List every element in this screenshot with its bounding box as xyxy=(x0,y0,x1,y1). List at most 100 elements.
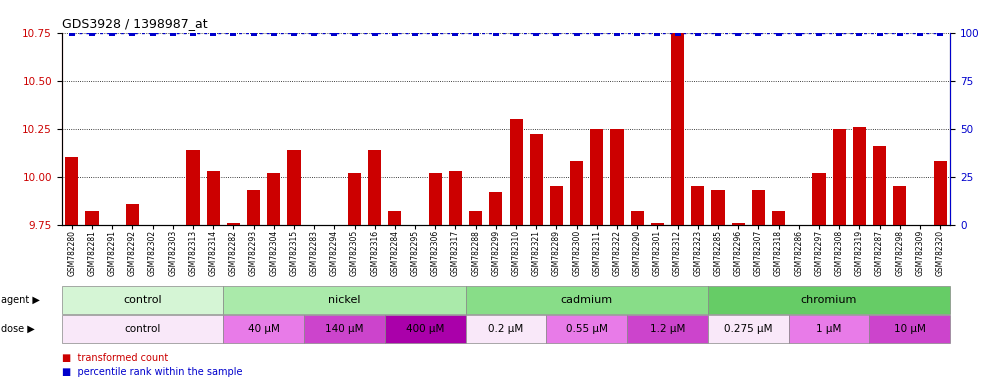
Bar xyxy=(570,161,584,225)
Point xyxy=(407,30,423,36)
Point xyxy=(649,30,665,36)
Bar xyxy=(711,190,724,225)
Bar xyxy=(428,173,442,225)
Point xyxy=(891,30,907,36)
Point xyxy=(306,30,322,36)
Text: 0.55 μM: 0.55 μM xyxy=(566,324,608,334)
Point xyxy=(852,30,868,36)
Point xyxy=(205,30,221,36)
Text: 40 μM: 40 μM xyxy=(248,324,280,334)
Point xyxy=(105,30,121,36)
Bar xyxy=(792,225,806,246)
Point xyxy=(468,30,484,36)
Bar xyxy=(833,129,846,225)
Point xyxy=(872,30,887,36)
Bar xyxy=(872,146,886,225)
Point xyxy=(831,30,847,36)
Bar xyxy=(550,186,563,225)
Text: control: control xyxy=(124,295,161,305)
Bar xyxy=(449,171,462,225)
Point xyxy=(387,30,403,36)
Point xyxy=(84,30,100,36)
Text: 1 μM: 1 μM xyxy=(817,324,842,334)
Bar xyxy=(125,204,139,225)
Bar xyxy=(206,171,220,225)
Text: 1.2 μM: 1.2 μM xyxy=(649,324,685,334)
Text: cadmium: cadmium xyxy=(561,295,613,305)
Point xyxy=(144,30,160,36)
Point xyxy=(932,30,948,36)
Text: 140 μM: 140 μM xyxy=(325,324,364,334)
Bar xyxy=(611,129,623,225)
Bar xyxy=(732,223,745,225)
Bar xyxy=(186,150,199,225)
Point xyxy=(286,30,302,36)
Point xyxy=(528,30,544,36)
Point xyxy=(730,30,746,36)
Point xyxy=(690,30,706,36)
Bar xyxy=(308,225,321,227)
Bar xyxy=(86,211,99,225)
Bar xyxy=(106,225,119,250)
Point xyxy=(347,30,363,36)
Bar xyxy=(489,192,502,225)
Point xyxy=(124,30,140,36)
Bar xyxy=(227,223,240,225)
Bar xyxy=(146,225,159,248)
Point xyxy=(609,30,625,36)
Text: control: control xyxy=(124,324,160,334)
Bar xyxy=(408,225,421,227)
Text: GDS3928 / 1398987_at: GDS3928 / 1398987_at xyxy=(62,17,207,30)
Point xyxy=(64,30,80,36)
Point xyxy=(246,30,262,36)
Bar xyxy=(933,161,946,225)
Bar xyxy=(66,157,79,225)
Point xyxy=(669,30,685,36)
Bar xyxy=(591,129,604,225)
Point xyxy=(811,30,827,36)
Bar xyxy=(530,134,543,225)
Point xyxy=(266,30,282,36)
Bar xyxy=(348,173,362,225)
Text: 400 μM: 400 μM xyxy=(406,324,444,334)
Bar xyxy=(328,225,341,250)
Bar xyxy=(166,225,179,248)
Point xyxy=(508,30,524,36)
Text: dose ▶: dose ▶ xyxy=(1,324,35,334)
Text: ■  transformed count: ■ transformed count xyxy=(62,353,168,363)
Point xyxy=(569,30,585,36)
Point xyxy=(750,30,766,36)
Bar xyxy=(772,211,785,225)
Point xyxy=(327,30,343,36)
Bar xyxy=(893,186,906,225)
Bar xyxy=(288,150,301,225)
Point xyxy=(447,30,463,36)
Bar xyxy=(671,33,684,225)
Text: nickel: nickel xyxy=(329,295,361,305)
Point xyxy=(710,30,726,36)
Point xyxy=(771,30,787,36)
Point xyxy=(367,30,382,36)
Bar xyxy=(630,211,643,225)
Bar xyxy=(752,190,765,225)
Bar xyxy=(369,150,381,225)
Bar xyxy=(247,190,260,225)
Bar xyxy=(388,211,401,225)
Point xyxy=(225,30,241,36)
Bar xyxy=(691,186,704,225)
Text: 0.275 μM: 0.275 μM xyxy=(724,324,773,334)
Point xyxy=(791,30,807,36)
Bar xyxy=(267,173,280,225)
Bar xyxy=(853,127,866,225)
Text: chromium: chromium xyxy=(801,295,858,305)
Point xyxy=(427,30,443,36)
Point xyxy=(589,30,605,36)
Bar xyxy=(469,211,482,225)
Point xyxy=(549,30,565,36)
Text: 0.2 μM: 0.2 μM xyxy=(488,324,524,334)
Bar xyxy=(913,225,926,246)
Text: agent ▶: agent ▶ xyxy=(1,295,40,305)
Point xyxy=(185,30,201,36)
Point xyxy=(488,30,504,36)
Bar xyxy=(650,223,664,225)
